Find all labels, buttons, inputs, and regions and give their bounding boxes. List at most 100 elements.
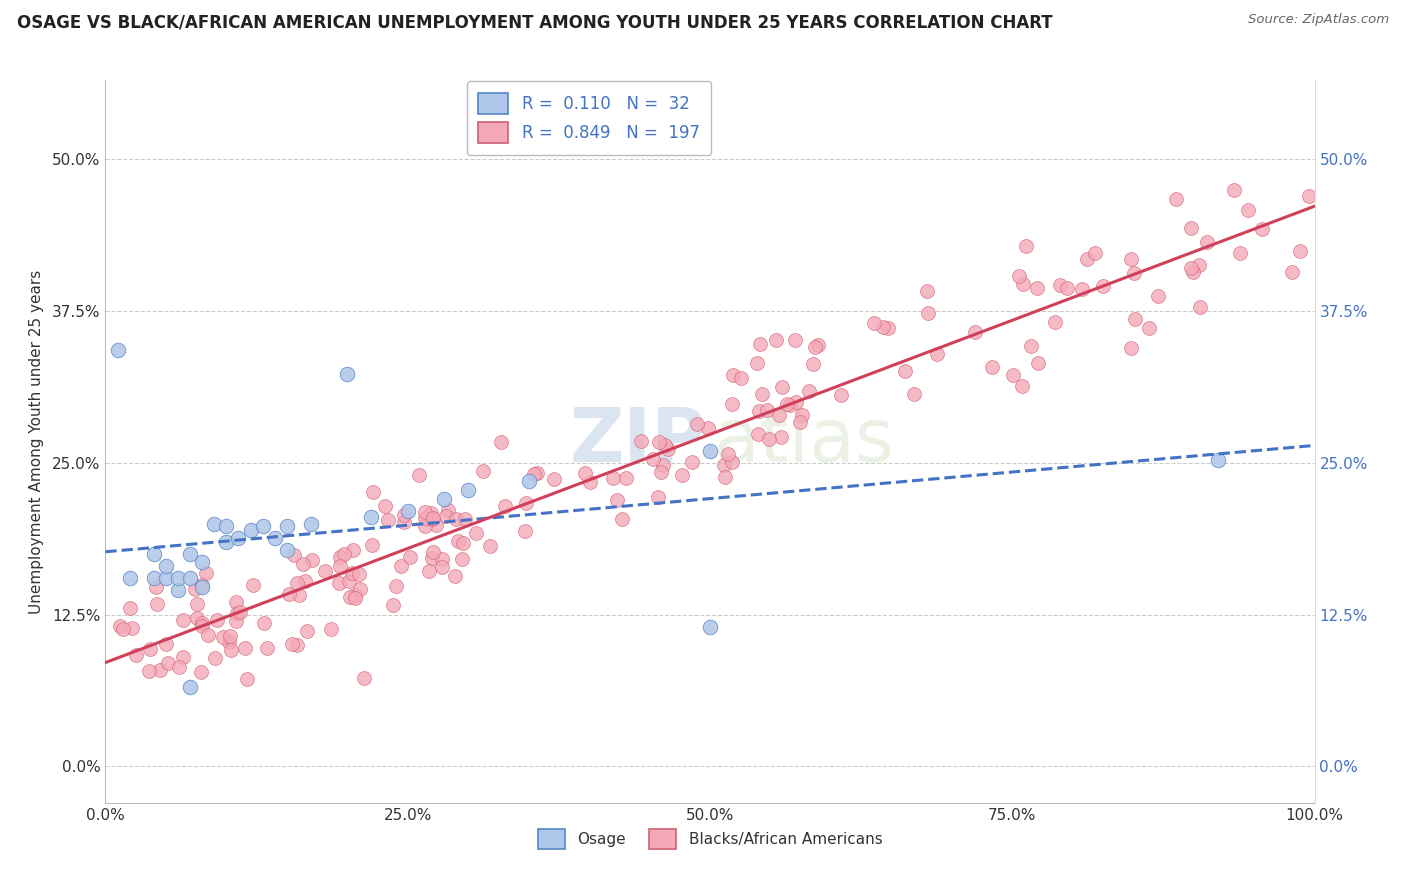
- Point: [228, 531, 250, 545]
- Point: [285, 639, 308, 653]
- Point: [263, 531, 285, 545]
- Point: [190, 665, 212, 680]
- Point: [399, 550, 422, 565]
- Point: [179, 571, 201, 585]
- Point: [1147, 289, 1170, 303]
- Point: [167, 660, 190, 674]
- Point: [294, 574, 316, 588]
- Point: [121, 621, 143, 635]
- Point: [917, 306, 939, 320]
- Point: [219, 629, 242, 643]
- Point: [437, 502, 460, 516]
- Point: [748, 404, 770, 418]
- Point: [751, 387, 773, 401]
- Point: [396, 504, 419, 518]
- Point: [413, 519, 436, 533]
- Legend: Osage, Blacks/African Americans: Osage, Blacks/African Americans: [530, 822, 890, 856]
- Point: [413, 505, 436, 519]
- Point: [610, 512, 633, 526]
- Point: [650, 465, 672, 479]
- Point: [1180, 221, 1202, 235]
- Point: [1237, 202, 1260, 217]
- Point: [489, 434, 512, 449]
- Point: [361, 485, 384, 500]
- Point: [179, 681, 201, 695]
- Point: [229, 605, 252, 619]
- Point: [256, 640, 278, 655]
- Point: [155, 559, 177, 574]
- Point: [980, 359, 1002, 374]
- Text: ZIP: ZIP: [569, 405, 706, 478]
- Point: [204, 651, 226, 665]
- Point: [606, 493, 628, 508]
- Point: [299, 516, 322, 531]
- Point: [807, 337, 830, 351]
- Point: [252, 519, 274, 533]
- Point: [276, 543, 298, 558]
- Point: [321, 623, 343, 637]
- Point: [425, 517, 447, 532]
- Point: [347, 566, 370, 581]
- Point: [770, 380, 793, 394]
- Point: [681, 455, 703, 469]
- Point: [392, 508, 415, 523]
- Point: [349, 582, 371, 596]
- Point: [191, 619, 214, 633]
- Point: [801, 357, 824, 371]
- Point: [1049, 278, 1071, 293]
- Point: [721, 368, 744, 382]
- Point: [339, 590, 361, 604]
- Point: [747, 426, 769, 441]
- Point: [197, 627, 219, 641]
- Point: [328, 575, 350, 590]
- Point: [758, 433, 780, 447]
- Point: [654, 438, 676, 452]
- Point: [1043, 315, 1066, 329]
- Point: [447, 533, 470, 548]
- Point: [155, 638, 177, 652]
- Point: [242, 578, 264, 592]
- Point: [219, 643, 242, 657]
- Point: [1180, 260, 1202, 275]
- Point: [385, 579, 408, 593]
- Point: [253, 615, 276, 630]
- Point: [1015, 238, 1038, 252]
- Point: [686, 417, 709, 431]
- Point: [146, 597, 169, 611]
- Point: [1229, 246, 1251, 260]
- Point: [120, 601, 142, 615]
- Point: [1002, 368, 1025, 382]
- Point: [418, 564, 440, 578]
- Point: [285, 576, 308, 591]
- Point: [430, 551, 453, 566]
- Point: [408, 467, 430, 482]
- Point: [155, 571, 177, 585]
- Point: [830, 388, 852, 402]
- Point: [167, 583, 190, 598]
- Point: [142, 571, 165, 585]
- Point: [770, 430, 793, 444]
- Point: [543, 471, 565, 485]
- Point: [1119, 341, 1142, 355]
- Point: [276, 519, 298, 533]
- Point: [107, 343, 129, 357]
- Point: [862, 316, 884, 330]
- Point: [714, 470, 737, 484]
- Point: [194, 566, 217, 580]
- Point: [472, 464, 495, 478]
- Point: [124, 648, 146, 662]
- Point: [225, 595, 247, 609]
- Point: [191, 580, 214, 594]
- Point: [138, 665, 160, 679]
- Point: [872, 319, 894, 334]
- Point: [374, 500, 396, 514]
- Point: [226, 606, 249, 620]
- Point: [457, 483, 479, 497]
- Point: [454, 512, 477, 526]
- Point: [186, 611, 208, 625]
- Point: [783, 333, 806, 347]
- Point: [755, 403, 778, 417]
- Point: [337, 574, 360, 589]
- Point: [768, 409, 790, 423]
- Point: [614, 471, 637, 485]
